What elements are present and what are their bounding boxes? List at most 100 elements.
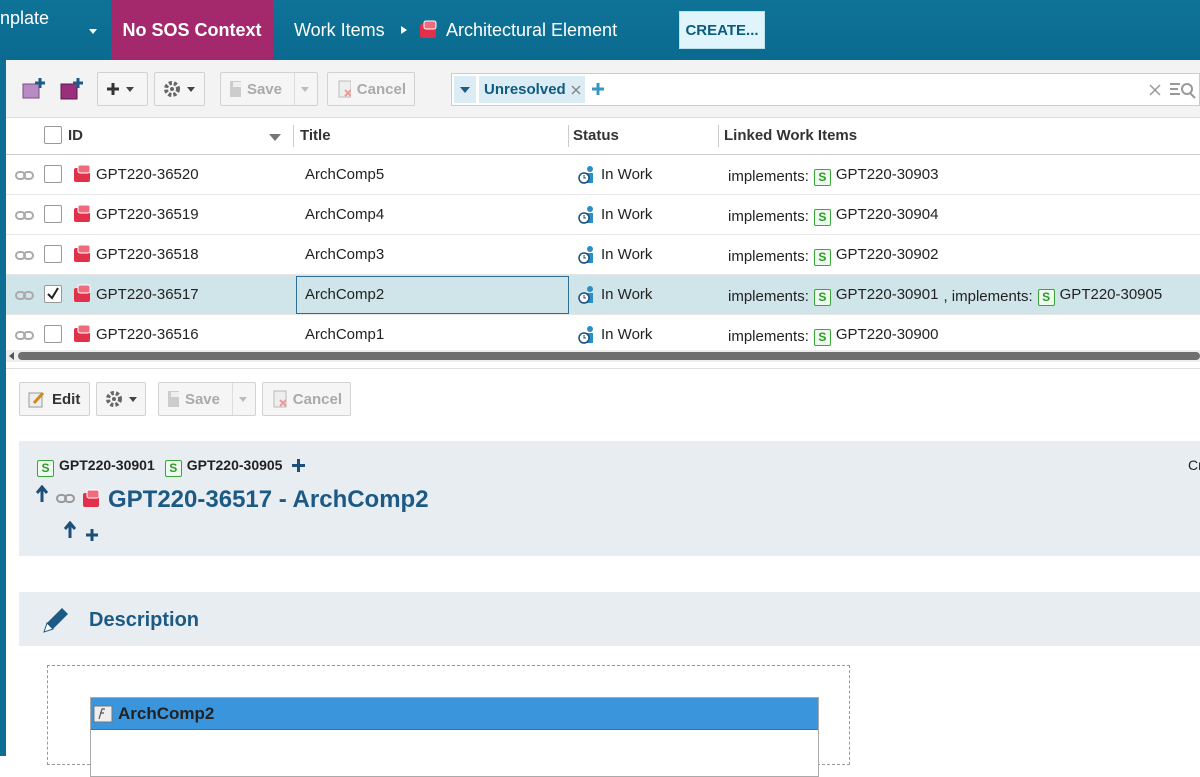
new-item-icon[interactable] bbox=[20, 76, 48, 102]
cancel-button[interactable]: Cancel bbox=[327, 72, 415, 106]
column-header[interactable]: Status bbox=[573, 127, 619, 144]
linked-id: GPT220-30901 bbox=[59, 457, 155, 473]
item-id[interactable]: GPT220-36517 bbox=[96, 286, 199, 303]
link-icon bbox=[15, 169, 35, 186]
context-label: No SOS Context bbox=[122, 19, 262, 40]
add-filter[interactable] bbox=[591, 82, 605, 96]
dropdown bbox=[301, 86, 309, 92]
linked-id: GPT220-30905 bbox=[1059, 286, 1163, 303]
link-relation: implements: bbox=[728, 327, 809, 345]
link-badge: S bbox=[37, 460, 54, 477]
item-status: In Work bbox=[601, 166, 653, 183]
link-badge: S bbox=[813, 329, 831, 346]
linked-item[interactable]: S GPT220-30900 bbox=[813, 326, 938, 346]
row-checkbox[interactable] bbox=[44, 205, 62, 223]
column-header[interactable]: ID bbox=[68, 127, 83, 144]
item-title: ArchComp4 bbox=[305, 206, 385, 223]
sort-indicator[interactable] bbox=[269, 134, 281, 141]
linked-work-items: implements: S GPT220-30903 bbox=[728, 166, 938, 186]
linked-id: GPT220-30904 bbox=[835, 206, 939, 223]
link-relation: implements: bbox=[728, 247, 809, 265]
table-row[interactable]: GPT220-36517 ArchComp2 In Work implements: S… bbox=[6, 275, 1200, 315]
column-divider bbox=[293, 125, 294, 147]
parent-arrow[interactable] bbox=[35, 485, 49, 503]
scroll-left[interactable] bbox=[9, 352, 14, 360]
row-checkbox[interactable] bbox=[44, 285, 62, 303]
row-checkbox[interactable] bbox=[44, 165, 62, 183]
linked-item[interactable]: S GPT220-30904 bbox=[813, 206, 939, 226]
link-badge: S bbox=[813, 209, 831, 226]
save-icon bbox=[168, 391, 179, 407]
row-checkbox[interactable] bbox=[44, 245, 62, 263]
dropdown bbox=[129, 396, 137, 402]
settings-menu[interactable] bbox=[154, 72, 205, 106]
add-child[interactable] bbox=[86, 529, 98, 541]
table-row[interactable]: GPT220-36519 ArchComp4 In Work implements: S… bbox=[6, 195, 1200, 235]
item-id[interactable]: GPT220-36516 bbox=[96, 326, 199, 343]
link-badge: S bbox=[813, 249, 831, 266]
remove-filter[interactable] bbox=[571, 84, 581, 95]
new-doc-icon[interactable] bbox=[58, 76, 86, 102]
item-title: ArchComp2 bbox=[305, 286, 385, 303]
clear-search[interactable] bbox=[1149, 84, 1161, 96]
description-bar: Description bbox=[19, 592, 1200, 646]
linked-item[interactable]: S GPT220-30901 bbox=[813, 286, 938, 306]
linked-item[interactable]: S GPT220-30902 bbox=[813, 246, 938, 266]
breadcrumb-root[interactable]: Work Items bbox=[294, 20, 385, 40]
link-icon bbox=[15, 289, 35, 306]
table-row[interactable]: GPT220-36520 ArchComp5 In Work implements: S… bbox=[6, 155, 1200, 195]
filter-box[interactable]: Unresolved bbox=[451, 73, 1200, 106]
scrollbar[interactable] bbox=[6, 350, 1200, 362]
breadcrumb-arrow bbox=[401, 26, 407, 34]
item-id[interactable]: GPT220-36520 bbox=[96, 166, 199, 183]
row-checkbox[interactable] bbox=[44, 325, 62, 343]
detail-save[interactable]: Save bbox=[158, 382, 256, 416]
linked-item[interactable]: S GPT220-30905 bbox=[164, 457, 282, 477]
save-icon bbox=[230, 81, 241, 97]
create-button[interactable]: CREATE... bbox=[679, 11, 765, 49]
element-icon bbox=[72, 323, 94, 349]
item-status: In Work bbox=[601, 206, 653, 223]
select-all[interactable] bbox=[44, 126, 62, 144]
filter-label: Unresolved bbox=[484, 81, 566, 98]
embedded-box: ArchComp2 bbox=[90, 697, 819, 777]
filter-chip[interactable]: Unresolved bbox=[479, 76, 585, 103]
linked-work-items: implements: S GPT220-30900 bbox=[728, 326, 938, 346]
column-header[interactable]: Linked Work Items bbox=[724, 127, 858, 144]
app-dropdown[interactable] bbox=[89, 29, 97, 34]
linked-item[interactable]: S GPT220-30905 bbox=[1037, 286, 1163, 306]
context-box[interactable]: No SOS Context bbox=[111, 0, 273, 60]
table-row[interactable]: GPT220-36518 ArchComp3 In Work implements: S… bbox=[6, 235, 1200, 275]
linked-work-items: implements: S GPT220-30904 bbox=[728, 206, 938, 226]
app-title[interactable]: nplate bbox=[0, 8, 50, 28]
add-menu[interactable] bbox=[97, 72, 148, 106]
edit-icon bbox=[28, 391, 45, 408]
left-edge bbox=[0, 0, 6, 756]
detail-cancel[interactable]: Cancel bbox=[262, 382, 351, 416]
save-button[interactable]: Save bbox=[220, 72, 318, 106]
gear-icon bbox=[106, 391, 122, 407]
child-arrow[interactable] bbox=[63, 521, 77, 539]
linked-item[interactable]: S GPT220-30901 bbox=[37, 457, 155, 477]
detail-settings[interactable] bbox=[96, 382, 146, 416]
cancel-icon bbox=[338, 80, 351, 98]
linked-item[interactable]: S GPT220-30903 bbox=[813, 166, 938, 186]
item-id[interactable]: GPT220-36519 bbox=[96, 206, 199, 223]
edit-button[interactable]: Edit bbox=[19, 382, 90, 416]
side-label: Cr bbox=[1188, 457, 1200, 473]
scroll-thumb[interactable] bbox=[18, 352, 1200, 360]
table-row[interactable]: GPT220-36516 ArchComp1 In Work implements: S… bbox=[6, 315, 1200, 355]
edit-label: Edit bbox=[52, 390, 81, 408]
pencil-icon bbox=[43, 608, 68, 633]
add-link[interactable] bbox=[292, 459, 306, 475]
item-id[interactable]: GPT220-36518 bbox=[96, 246, 199, 263]
status-icon bbox=[578, 165, 596, 189]
gear-icon bbox=[164, 81, 180, 97]
filter-toggle[interactable] bbox=[454, 76, 476, 103]
linked-items: S GPT220-30901 S GPT220-30905 bbox=[37, 457, 306, 477]
save-label: Save bbox=[246, 80, 282, 98]
search-options[interactable] bbox=[1169, 81, 1197, 99]
column-header[interactable]: Title bbox=[300, 127, 331, 144]
